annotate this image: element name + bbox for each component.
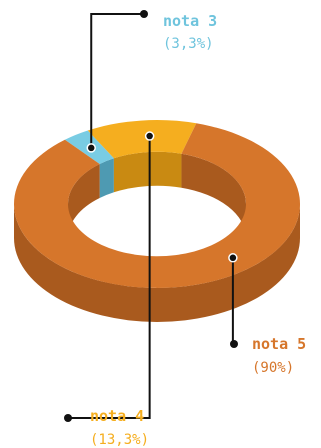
slice-name-label: nota 4 (90, 407, 144, 425)
slice-name-label: nota 5 (252, 335, 306, 353)
slice-name-label: nota 3 (163, 12, 217, 30)
donut-ring (14, 120, 301, 322)
end-dot (140, 10, 148, 18)
leader-line (90, 13, 144, 148)
leader-line (68, 136, 151, 419)
donut-inner-wall (67, 164, 100, 238)
end-dot (230, 340, 238, 348)
donut-inner-wall (181, 153, 246, 238)
donut-slice-nota-4 (87, 120, 197, 159)
donut-inner-wall (99, 158, 114, 199)
callout-nota-4: nota 4 (13,3%) (64, 131, 155, 448)
slice-percent-label: (13,3%) (90, 432, 149, 448)
end-dot (64, 414, 72, 422)
slice-percent-label: (90%) (252, 360, 294, 376)
donut-outer-wall (14, 204, 300, 322)
callout-nota-3: nota 3 (3,3%) (86, 10, 217, 153)
callouts: nota 3 (3,3%) nota 4 (13,3%) nota 5 (90%) (64, 10, 306, 448)
callout-nota-5: nota 5 (90%) (228, 253, 306, 376)
donut-slice-nota-5 (14, 123, 301, 288)
donut-inner-wall (113, 151, 182, 193)
leader-line (231, 257, 234, 345)
anchor-dot (228, 253, 238, 263)
anchor-dot (144, 131, 155, 141)
slice-percent-label: (3,3%) (163, 36, 214, 52)
anchor-dot (86, 143, 96, 153)
